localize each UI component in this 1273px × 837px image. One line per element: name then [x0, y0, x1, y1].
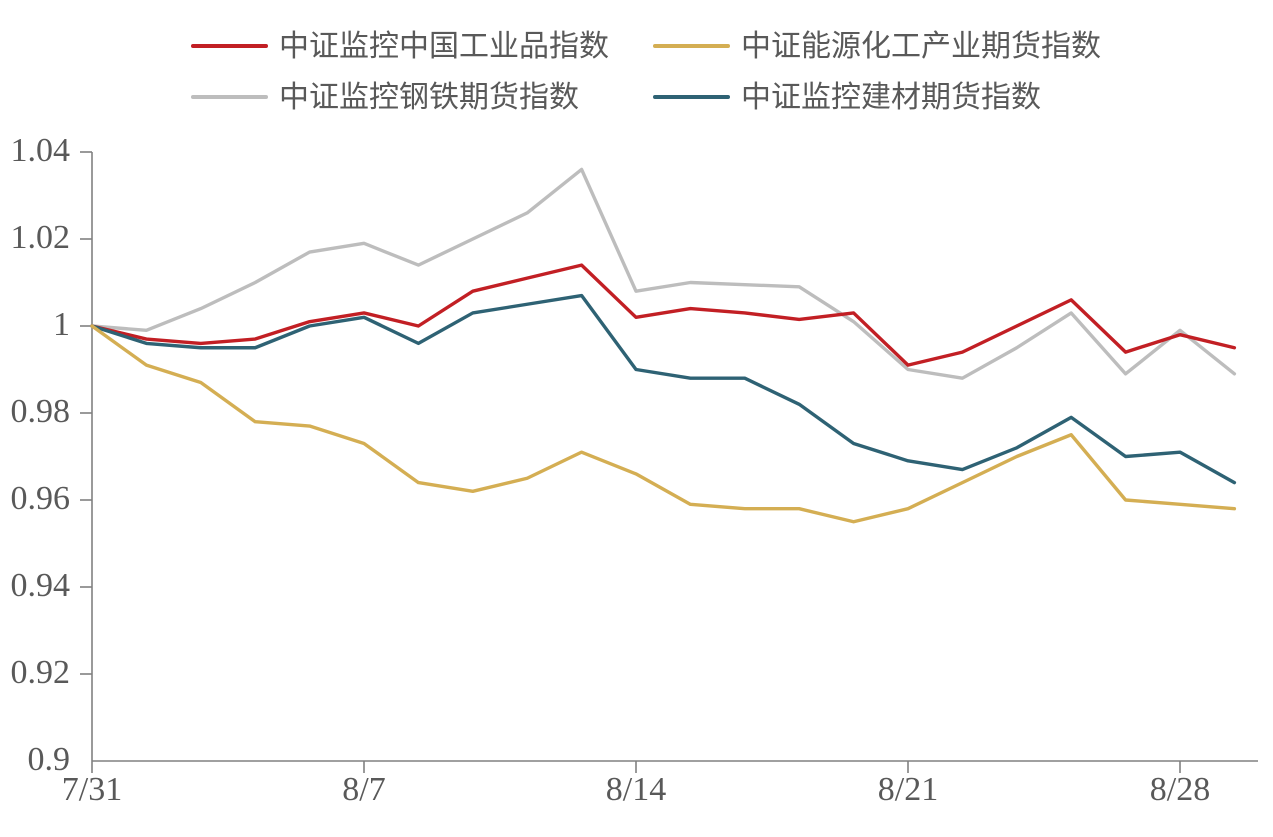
svg-text:8/7: 8/7: [342, 771, 385, 808]
svg-text:7/31: 7/31: [62, 771, 122, 808]
svg-text:中证能源化工产业期货指数: 中证能源化工产业期货指数: [741, 30, 1101, 63]
svg-text:1: 1: [53, 306, 70, 343]
svg-text:中证监控钢铁期货指数: 中证监控钢铁期货指数: [279, 81, 579, 114]
svg-text:8/21: 8/21: [878, 771, 938, 808]
svg-text:1.04: 1.04: [11, 132, 71, 169]
svg-text:1.02: 1.02: [11, 219, 71, 256]
svg-text:8/14: 8/14: [606, 771, 666, 808]
svg-text:0.92: 0.92: [11, 654, 71, 691]
svg-text:中证监控建材期货指数: 中证监控建材期货指数: [741, 81, 1041, 114]
svg-text:0.94: 0.94: [11, 567, 71, 604]
svg-text:8/28: 8/28: [1150, 771, 1210, 808]
svg-text:0.96: 0.96: [11, 480, 71, 517]
svg-text:中证监控中国工业品指数: 中证监控中国工业品指数: [279, 30, 609, 63]
svg-text:0.98: 0.98: [11, 393, 71, 430]
